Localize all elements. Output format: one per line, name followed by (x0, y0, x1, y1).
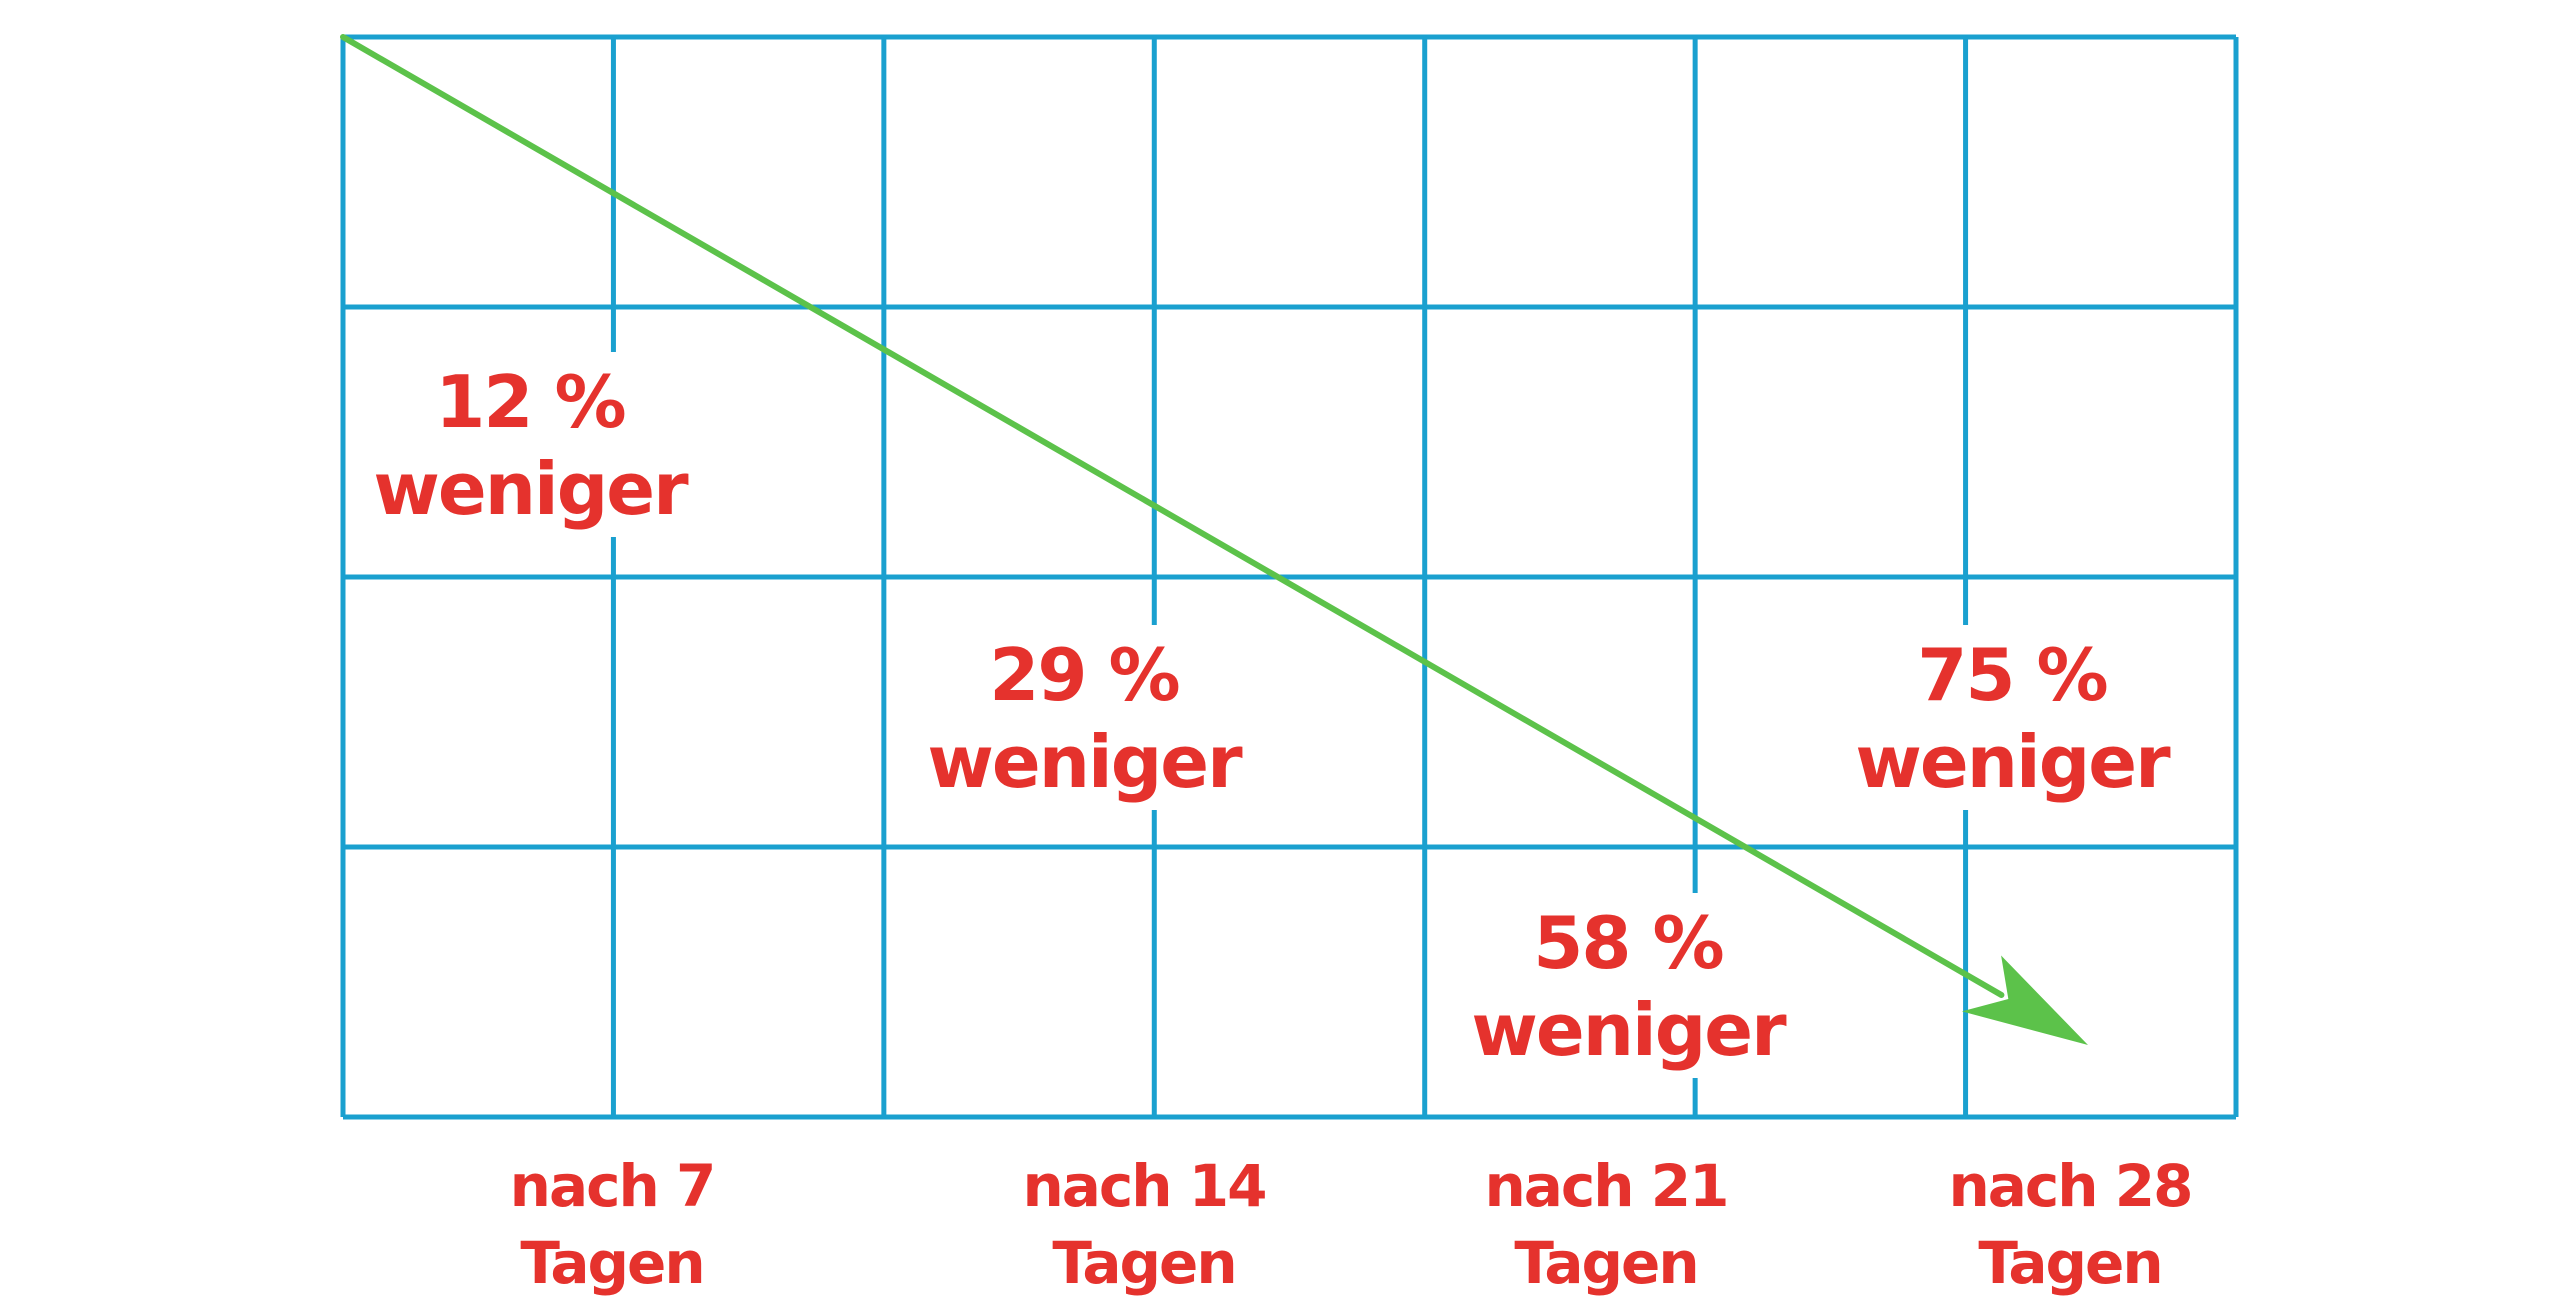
data-label: 58 %weniger (1457, 893, 1802, 1078)
x-tick-label-line1: nach 14 (1022, 1152, 1265, 1220)
chart-grid (340, 34, 2239, 1120)
x-tick-label-line1: nach 21 (1484, 1152, 1727, 1220)
data-label-caption: weniger (373, 447, 689, 531)
x-tick-label-line2: Tagen (1978, 1229, 2161, 1297)
trend-line (340, 34, 2005, 998)
trend-arrow (340, 34, 2088, 1045)
data-label: 75 %weniger (1841, 625, 2186, 810)
data-label-background (359, 352, 704, 537)
data-label-caption: weniger (1855, 720, 2171, 804)
x-tick-label-line2: Tagen (1514, 1229, 1697, 1297)
x-tick-label: nach 14 Tagen (1022, 1152, 1267, 1297)
x-tick-label-line1: nach 7 (510, 1152, 715, 1220)
x-tick-label-line2: Tagen (1052, 1229, 1235, 1297)
data-label-caption: weniger (1471, 988, 1787, 1072)
data-label: 12 %weniger (359, 352, 704, 537)
data-label-value: 58 % (1533, 901, 1722, 985)
x-tick-label: nach 28 Tagen (1948, 1152, 2193, 1297)
trend-arrowhead (1961, 955, 2088, 1045)
data-label-background (1457, 893, 1802, 1078)
data-label-caption: weniger (927, 720, 1243, 804)
data-label-background (1841, 625, 2186, 810)
data-label-value: 75 % (1917, 633, 2106, 717)
data-label-value: 29 % (989, 633, 1178, 717)
x-tick-label: nach 21 Tagen (1484, 1152, 1729, 1297)
x-tick-label-line1: nach 28 (1948, 1152, 2191, 1220)
x-tick-label: nach 7 Tagen (510, 1152, 717, 1297)
data-label-value: 12 % (435, 360, 624, 444)
data-label-background (913, 625, 1258, 810)
x-tick-label-line2: Tagen (520, 1229, 703, 1297)
data-label: 29 %weniger (913, 625, 1258, 810)
